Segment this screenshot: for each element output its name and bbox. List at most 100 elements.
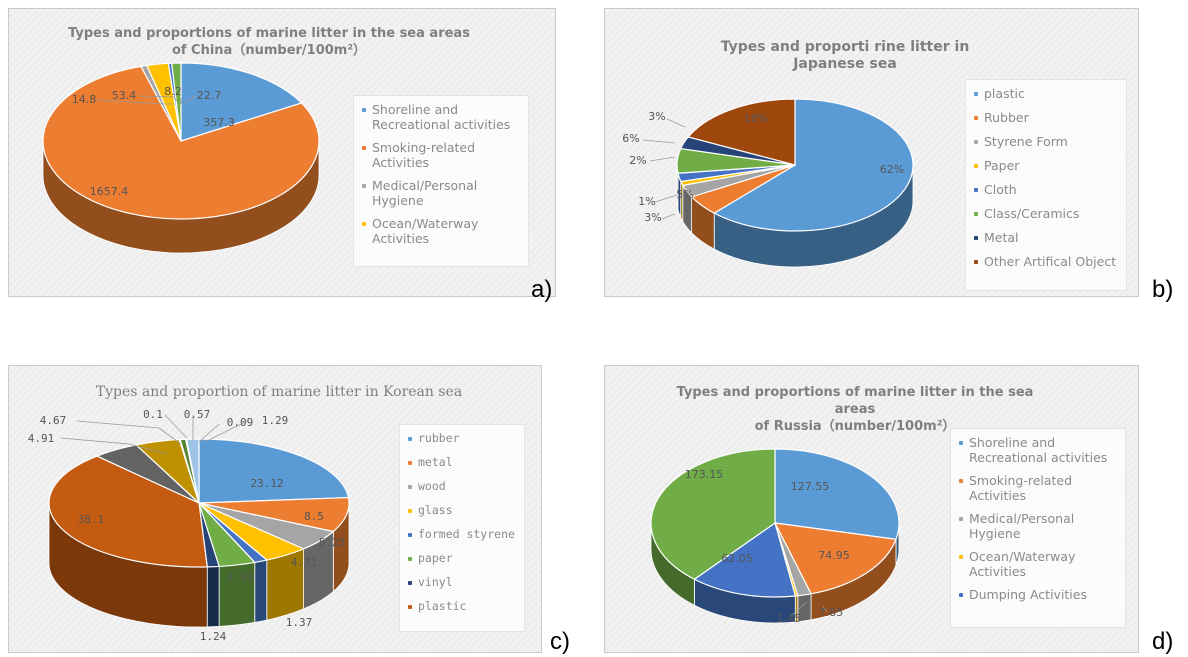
chart-title: Types and proportions of marine litter i… xyxy=(68,26,470,58)
legend-item: paper xyxy=(408,551,516,566)
legend-item: Dumping Activities xyxy=(959,587,1117,602)
legend-label: paper xyxy=(418,551,453,565)
legend-item: plastic xyxy=(974,86,1118,101)
data-label: 23.12 xyxy=(250,477,283,490)
legend-label: Ocean/Waterway Activities xyxy=(969,549,1076,579)
legend-swatch xyxy=(408,509,412,513)
legend-swatch xyxy=(959,441,963,445)
legend-item: Metal xyxy=(974,230,1118,245)
legend-label: plastic xyxy=(984,86,1025,101)
data-label: 1.24 xyxy=(200,630,227,643)
data-label: 14.8 xyxy=(72,93,97,106)
pie-sides xyxy=(676,164,914,268)
legend-item: Paper xyxy=(974,158,1118,173)
data-label: 3% xyxy=(644,211,661,224)
legend-label: Medical/Personal Hygiene xyxy=(372,178,478,208)
data-label: 1.29 xyxy=(262,414,289,427)
pie-slice xyxy=(42,65,320,220)
legend-swatch xyxy=(408,581,412,585)
data-label: 7.85 xyxy=(819,606,844,619)
legend-item: Rubber xyxy=(974,110,1118,125)
data-label: 0.1 xyxy=(143,408,163,421)
data-label: 1% xyxy=(638,195,655,208)
pie-slice xyxy=(774,448,900,540)
pie-chart-china: 357.3 1657.4 14.8 53.4 8.2 22.7 xyxy=(42,62,320,254)
chart-legend: Shoreline and Recreational activities Smo… xyxy=(950,428,1126,628)
panel-tag-d: d) xyxy=(1152,628,1174,655)
legend-swatch xyxy=(408,437,412,441)
pie-sides xyxy=(48,502,350,628)
data-label: 173.15 xyxy=(685,468,724,481)
legend-swatch xyxy=(362,108,366,112)
legend-label: plastic xyxy=(418,599,467,613)
data-label: 22.7 xyxy=(197,89,222,102)
legend-swatch xyxy=(408,533,412,537)
data-label: 357.3 xyxy=(203,116,235,129)
chart-legend: rubber metal wood glass formed styrene paper v… xyxy=(399,424,525,632)
legend-label: Ocean/Waterway Activities xyxy=(372,216,479,246)
legend-label: formed styrene xyxy=(418,527,515,541)
label-leader xyxy=(138,95,178,102)
pie-tops xyxy=(48,438,350,568)
pie-chart-russia: 127.55 74.95 7.85 1.45 62.05 173.15 xyxy=(650,448,900,625)
legend-label: Medical/Personal Hygiene xyxy=(969,511,1075,541)
chart-panel-korea: Types and proportion of marine litter in… xyxy=(8,365,542,653)
legend-item: glass xyxy=(408,503,516,518)
pie-slice xyxy=(198,438,350,504)
pie-slice-side xyxy=(254,559,268,623)
label-leader xyxy=(661,213,676,220)
pie-chart-japan: 62% 5% 3% 1% 2% 6% 3% 18% xyxy=(622,98,914,268)
pie-slice xyxy=(687,98,796,166)
data-label: 62.05 xyxy=(721,552,753,565)
chart-panel-china: Types and proportions of marine litter i… xyxy=(8,8,556,297)
legend-label: Metal xyxy=(984,230,1019,245)
legend-swatch xyxy=(959,479,963,483)
legend-swatch xyxy=(408,485,412,489)
pie-slice xyxy=(48,455,208,568)
pie-slice xyxy=(180,62,303,142)
pie-slice xyxy=(712,98,914,232)
label-leader xyxy=(694,190,704,196)
label-leader xyxy=(822,605,828,613)
legend-label: Paper xyxy=(984,158,1020,173)
legend-swatch xyxy=(362,184,366,188)
legend-swatch xyxy=(408,605,412,609)
legend-item: Shoreline and Recreational activities xyxy=(362,102,520,132)
pie-tops xyxy=(676,98,914,232)
legend-item: rubber xyxy=(408,431,516,446)
data-label: 3.83 xyxy=(227,571,254,584)
legend-swatch xyxy=(974,260,978,264)
label-leader xyxy=(96,99,174,105)
legend-item: Smoking-related Activities xyxy=(362,140,520,170)
legend-swatch xyxy=(974,236,978,240)
legend-swatch xyxy=(974,116,978,120)
chart-legend: plastic Rubber Styrene Form Paper Cloth Class… xyxy=(965,79,1127,291)
label-leader xyxy=(198,423,220,443)
legend-label: wood xyxy=(418,479,446,493)
legend-item: Ocean/Waterway Activities xyxy=(362,216,520,246)
chart-legend: Shoreline and Recreational activities Smo… xyxy=(353,95,529,267)
data-label: 5% xyxy=(676,188,693,201)
data-label: 53.4 xyxy=(112,89,137,102)
legend-item: Shoreline and Recreational activities xyxy=(959,435,1117,465)
label-leader xyxy=(184,94,198,104)
label-leader xyxy=(790,601,808,617)
panel-tag-b: b) xyxy=(1152,276,1174,303)
legend-label: Cloth xyxy=(984,182,1017,197)
legend-swatch xyxy=(974,212,978,216)
legend-label: Shoreline and Recreational activities xyxy=(969,435,1108,465)
label-leader xyxy=(649,156,676,162)
panel-tag-c: c) xyxy=(550,628,570,655)
label-leader xyxy=(642,139,676,144)
legend-item: Styrene Form xyxy=(974,134,1118,149)
legend-item: metal xyxy=(408,455,516,470)
data-label: 1.37 xyxy=(286,616,313,629)
legend-label: Shoreline and Recreational activities xyxy=(372,102,511,132)
legend-label: Smoking-related Activities xyxy=(372,140,476,170)
legend-label: glass xyxy=(418,503,453,517)
pie-tops xyxy=(650,448,900,598)
panel-tag-a: a) xyxy=(531,276,553,303)
legend-label: Smoking-related Activities xyxy=(969,473,1073,503)
legend-label: Styrene Form xyxy=(984,134,1068,149)
data-label: 0.09 xyxy=(227,416,254,429)
